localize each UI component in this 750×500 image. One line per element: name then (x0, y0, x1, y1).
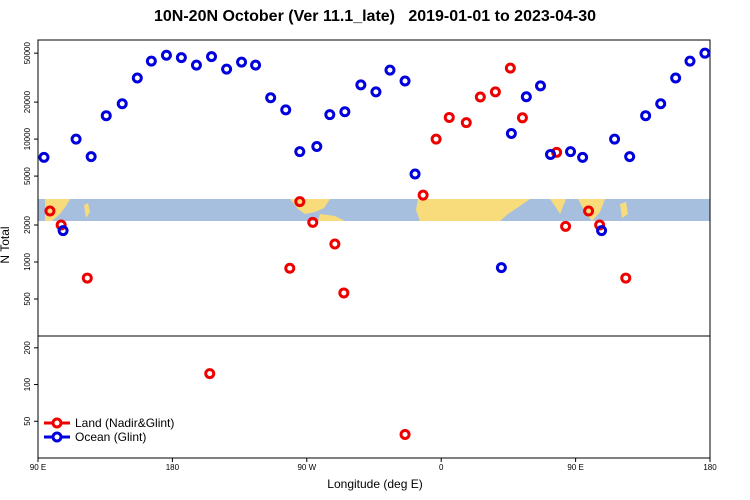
point (145, 55, 157, 67)
point (55, 219, 67, 231)
y-axis-label: N Total (0, 226, 12, 263)
y-tick-label: 2000 (23, 216, 32, 234)
point (131, 72, 143, 84)
y-tick-label: 10000 (23, 127, 32, 150)
point (684, 55, 696, 67)
chart-title: 10N-20N October (Ver 11.1_late) 2019-01-… (154, 8, 596, 25)
y-tick-label: 50000 (23, 42, 32, 65)
point (640, 110, 652, 122)
point (294, 196, 306, 208)
point (670, 72, 682, 84)
x-tick-label: 180 (166, 463, 180, 472)
legend-label: Land (Nadir&Glint) (75, 416, 174, 430)
point (474, 91, 486, 103)
point (355, 79, 367, 91)
point (560, 220, 572, 232)
x-tick-label: 90 W (297, 463, 316, 472)
x-axis-label: Longitude (deg E) (327, 477, 422, 491)
point (38, 151, 50, 163)
point (624, 151, 636, 163)
y-tick-label: 100 (23, 377, 32, 391)
point (609, 133, 621, 145)
point (81, 272, 93, 284)
point (294, 146, 306, 158)
x-tick-label: 0 (439, 463, 444, 472)
point (443, 111, 455, 123)
point (206, 51, 218, 63)
top-panel-frame (37, 39, 711, 337)
point (44, 205, 56, 217)
point (505, 128, 517, 140)
point (384, 64, 396, 76)
point (399, 428, 411, 440)
point (620, 272, 632, 284)
y-tick-label: 200 (23, 341, 32, 355)
point (57, 225, 69, 237)
point (489, 86, 501, 98)
y-tick-label: 1000 (23, 253, 32, 271)
point (699, 47, 711, 59)
point (175, 52, 187, 64)
point (100, 110, 112, 122)
x-tick-label: 90 E (567, 463, 583, 472)
point (329, 238, 341, 250)
point (430, 133, 442, 145)
y-tick-label: 50 (23, 416, 32, 425)
point (204, 368, 216, 380)
bottom-panel-frame (37, 335, 711, 459)
point (280, 104, 292, 116)
point (160, 49, 172, 61)
x-tick-label: 180 (703, 463, 717, 472)
point (236, 56, 248, 68)
legend-marker (51, 431, 63, 443)
y-tick-label: 5000 (23, 167, 32, 185)
map-strip (38, 199, 710, 221)
point (250, 59, 262, 71)
point (339, 106, 351, 118)
point (190, 59, 202, 71)
point (460, 117, 472, 129)
point (399, 75, 411, 87)
point (221, 63, 233, 75)
x-tick-label: 90 E (30, 463, 46, 472)
point (545, 148, 557, 160)
point (324, 109, 336, 121)
point (370, 86, 382, 98)
point (594, 219, 606, 231)
point (116, 98, 128, 110)
point (311, 141, 323, 153)
point (516, 112, 528, 124)
y-tick-label: 20000 (23, 90, 32, 113)
point (504, 62, 516, 74)
point (583, 205, 595, 217)
point (596, 225, 608, 237)
point (85, 151, 97, 163)
point (284, 262, 296, 274)
point (265, 92, 277, 104)
point (565, 146, 577, 158)
point (655, 98, 667, 110)
point (417, 189, 429, 201)
legend-label: Ocean (Glint) (75, 430, 146, 444)
legend-marker (51, 417, 63, 429)
point (520, 91, 532, 103)
point (307, 216, 319, 228)
point (70, 133, 82, 145)
point (535, 80, 547, 92)
point (495, 262, 507, 274)
point (409, 168, 421, 180)
point (338, 287, 350, 299)
y-tick-label: 500 (23, 292, 32, 306)
point (577, 151, 589, 163)
